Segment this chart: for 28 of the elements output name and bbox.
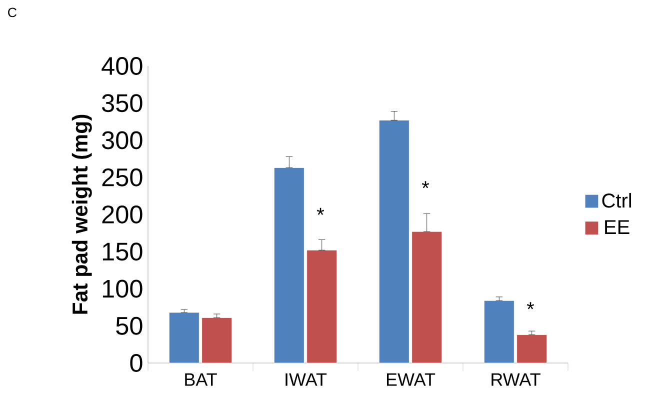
y-tick-label: 400	[102, 57, 142, 75]
y-axis-title: Fat pad weight (mg)	[72, 114, 92, 314]
y-tick-label: 50	[116, 316, 142, 335]
y-tick-label: 350	[102, 94, 142, 112]
y-tick-label: 200	[102, 206, 142, 224]
annotation: *	[316, 208, 324, 215]
text: C	[8, 8, 17, 18]
annotation: *	[526, 302, 534, 310]
y-tick-label: 0	[130, 354, 142, 372]
legend-label: Ctrl	[602, 193, 632, 208]
annotation: *	[422, 181, 430, 188]
bar	[378, 120, 410, 364]
x-tick-label: EWAT	[386, 373, 436, 386]
y-tick-label: 300	[102, 131, 142, 150]
y-tick-label: 150	[102, 242, 142, 261]
bar	[516, 334, 548, 364]
bar	[306, 250, 338, 364]
x-tick-label: BAT	[185, 373, 217, 386]
bar	[274, 168, 304, 364]
bar	[484, 300, 514, 364]
y-tick-label: 100	[102, 280, 142, 298]
x-tick-label: RWAT	[492, 373, 540, 386]
legend-label: EE	[605, 220, 630, 234]
bar	[412, 231, 442, 364]
bar	[168, 312, 200, 364]
y-tick-label: 250	[102, 168, 142, 186]
bar	[202, 317, 232, 364]
x-tick-label: IWAT	[286, 373, 327, 386]
